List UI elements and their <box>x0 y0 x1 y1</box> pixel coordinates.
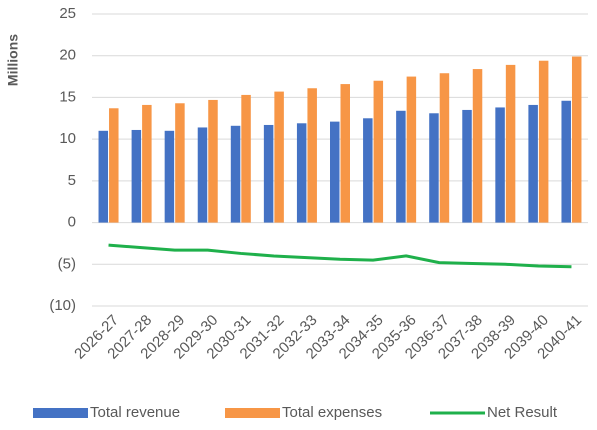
legend-label: Total revenue <box>90 404 180 421</box>
bar <box>164 130 175 223</box>
bar <box>363 118 373 223</box>
legend-label: Total expenses <box>282 404 382 421</box>
bar <box>373 80 384 223</box>
bar <box>472 69 483 223</box>
bar <box>307 88 317 223</box>
bar <box>561 100 571 223</box>
bar <box>571 56 582 223</box>
bar <box>439 73 450 223</box>
bar <box>528 104 538 223</box>
bar <box>505 64 516 223</box>
y-tick-label: (5) <box>58 255 76 272</box>
legend-swatch <box>33 408 88 418</box>
bar <box>175 103 185 223</box>
bar <box>429 113 439 223</box>
y-tick-label: 20 <box>59 47 76 64</box>
bar <box>495 107 505 223</box>
bar <box>263 124 274 223</box>
y-tick-label: 0 <box>68 214 76 231</box>
bar <box>131 129 142 223</box>
bar <box>330 121 340 223</box>
bar <box>197 127 208 223</box>
y-tick-label: 15 <box>59 88 76 105</box>
bar <box>462 109 472 223</box>
line <box>108 243 572 269</box>
bar <box>241 94 251 223</box>
y-tick-label: 10 <box>59 130 76 147</box>
legend-label: Net Result <box>487 404 558 421</box>
bar <box>396 110 406 223</box>
bar <box>98 130 109 223</box>
y-axis-label: Millions <box>5 34 21 86</box>
bar <box>142 104 152 223</box>
bar <box>274 91 284 223</box>
y-tick-label: 25 <box>59 5 76 22</box>
y-tick-label: 5 <box>68 172 76 189</box>
bar <box>109 108 119 223</box>
bar <box>208 99 218 223</box>
y-tick-label: (10) <box>49 297 76 314</box>
bar <box>296 123 307 223</box>
bar <box>406 76 417 223</box>
legend-swatch <box>225 408 280 418</box>
bar <box>538 60 549 223</box>
bar <box>230 125 241 223</box>
bar <box>340 84 350 223</box>
